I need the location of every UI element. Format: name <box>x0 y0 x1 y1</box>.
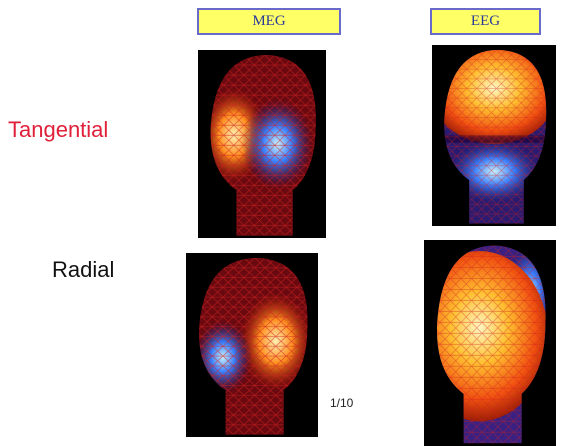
column-header: MEG <box>197 8 341 35</box>
page-number: 1/10 <box>330 396 353 410</box>
row-label: Radial <box>52 257 114 283</box>
column-header: EEG <box>430 8 541 35</box>
eeg-radial-image <box>424 240 556 446</box>
slide: MEG EEG Tangential Radial 1/10 <box>0 0 575 446</box>
eeg-tangential-image <box>432 45 556 226</box>
meg-tangential-image <box>198 50 326 238</box>
meg-radial-image <box>186 253 318 437</box>
row-label: Tangential <box>8 117 108 143</box>
